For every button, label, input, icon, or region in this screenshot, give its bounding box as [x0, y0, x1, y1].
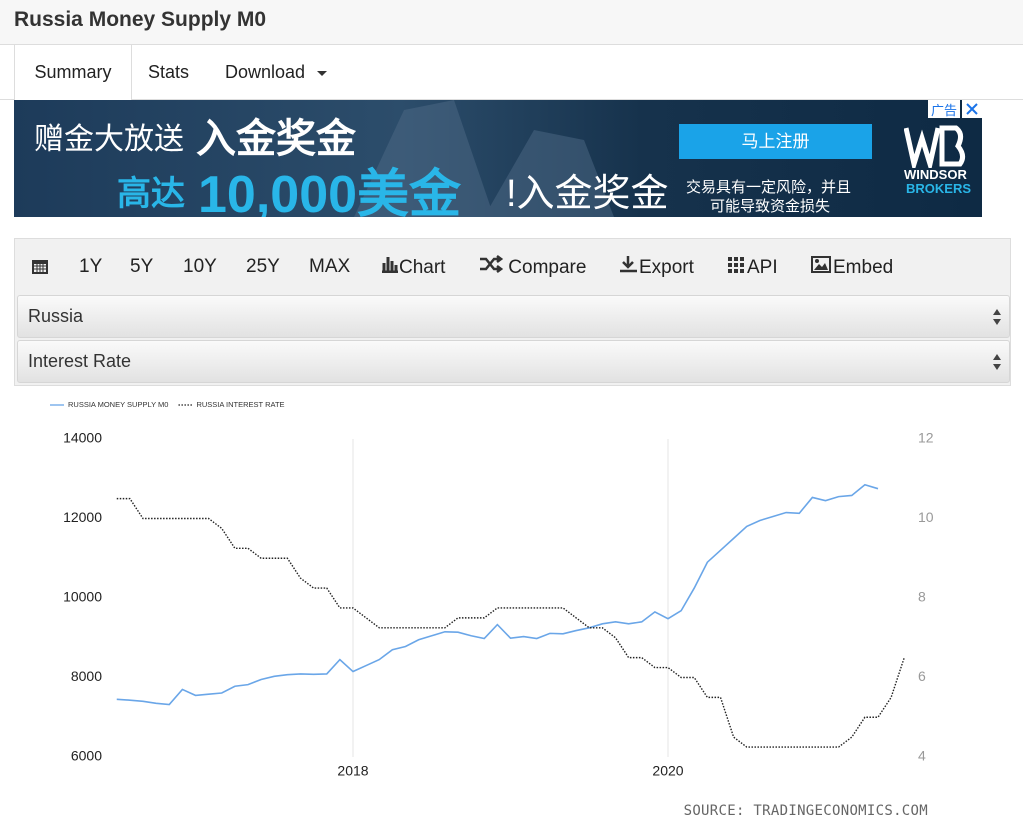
ad-text: BROKERS — [906, 181, 972, 196]
y-tick-label: 6000 — [71, 748, 102, 764]
tab[interactable]: Download — [225, 45, 328, 99]
ad-text: 交易具有一定风险，并且 — [686, 179, 852, 196]
ad-logo — [904, 125, 966, 168]
ad-text: 可能导致资金损失 — [710, 198, 831, 215]
series-line — [116, 497, 905, 748]
y-tick-label: 12000 — [63, 509, 102, 525]
y2-tick-label: 10 — [918, 509, 934, 525]
y-tick-label: 10000 — [63, 589, 102, 605]
icon — [382, 257, 398, 274]
compare-button[interactable]: Compare — [479, 255, 586, 279]
ad-text: 赠金大放送 — [34, 123, 184, 156]
y-tick-label: 14000 — [63, 430, 102, 446]
api-button[interactable]: API — [727, 255, 778, 279]
button-label: Embed — [833, 257, 894, 278]
country-select[interactable]: Russia — [17, 295, 1010, 338]
button-label: Chart — [399, 257, 446, 278]
button-label: Export — [639, 257, 694, 278]
page-title: Russia Money Supply M0 — [14, 8, 267, 31]
button-label: Compare — [508, 257, 587, 278]
ad-badge[interactable]: 广告 — [928, 100, 961, 118]
embed-button[interactable]: Embed — [811, 255, 893, 279]
caret — [317, 71, 328, 76]
chart: 6000 8000 10000 12000 14000 4 6 8 10 12 2018 2020 RU… — [50, 400, 934, 819]
range-button[interactable]: 25Y — [246, 256, 280, 277]
icon — [620, 256, 637, 273]
tab[interactable]: Stats — [148, 62, 190, 82]
select-value: Interest Rate — [28, 351, 132, 371]
y2-tick-label: 8 — [918, 589, 926, 605]
select-arrows — [993, 309, 1001, 325]
y2-tick-label: 4 — [918, 748, 926, 764]
ad-text: 高达 — [117, 175, 185, 213]
legend-label: RUSSIA INTEREST RATE — [196, 400, 284, 409]
ad-banner[interactable]: 赠金大放送 入金奖金 高达 10,000美金 !入金奖金 马上注册 交易具有一定… — [14, 100, 982, 217]
range-button[interactable]: 5Y — [130, 256, 154, 277]
icon — [480, 255, 504, 273]
ad-graphic — [354, 100, 614, 217]
source-note: SOURCE: TRADINGECONOMICS.COM — [684, 803, 928, 819]
ad-button[interactable]: 马上注册 — [679, 124, 872, 159]
ad-text: 10,000美金 — [198, 166, 462, 217]
ad-close[interactable] — [962, 100, 982, 118]
y2-tick-label: 12 — [918, 430, 934, 446]
ad-text: WINDSOR — [904, 167, 967, 182]
y2-tick-label: 6 — [918, 668, 926, 684]
x-tick-label: 2018 — [337, 763, 368, 779]
icon — [811, 256, 831, 273]
range-button[interactable]: 10Y — [183, 256, 217, 277]
indicator-select[interactable]: Interest Rate — [17, 340, 1010, 383]
range-button[interactable]: MAX — [309, 256, 351, 277]
ad-text: !入金奖金 — [506, 173, 669, 215]
icon — [728, 257, 744, 273]
y-tick-label: 8000 — [71, 668, 102, 684]
ad-text: 入金奖金 — [196, 117, 356, 161]
x-tick-label: 2020 — [652, 763, 683, 779]
tab-label: Download — [225, 62, 306, 82]
calendar-icon[interactable] — [31, 257, 49, 275]
range-button[interactable]: 1Y — [79, 256, 103, 277]
toolbar-panel: 1Y 5Y 10Y 25Y MAX Chart Compare Export A… — [14, 238, 1011, 386]
button-label: API — [747, 257, 778, 278]
legend-label: RUSSIA MONEY SUPPLY M0 — [68, 400, 168, 409]
header: Russia Money Supply M0 — [0, 0, 1023, 45]
chart-button[interactable]: Chart — [381, 255, 445, 279]
tab-bar: Summary Stats Download — [0, 45, 1023, 100]
select-arrows — [993, 354, 1001, 370]
series-line — [116, 483, 879, 706]
select-value: Russia — [28, 306, 84, 326]
export-button[interactable]: Export — [619, 255, 694, 279]
tab[interactable]: Summary — [14, 45, 132, 100]
